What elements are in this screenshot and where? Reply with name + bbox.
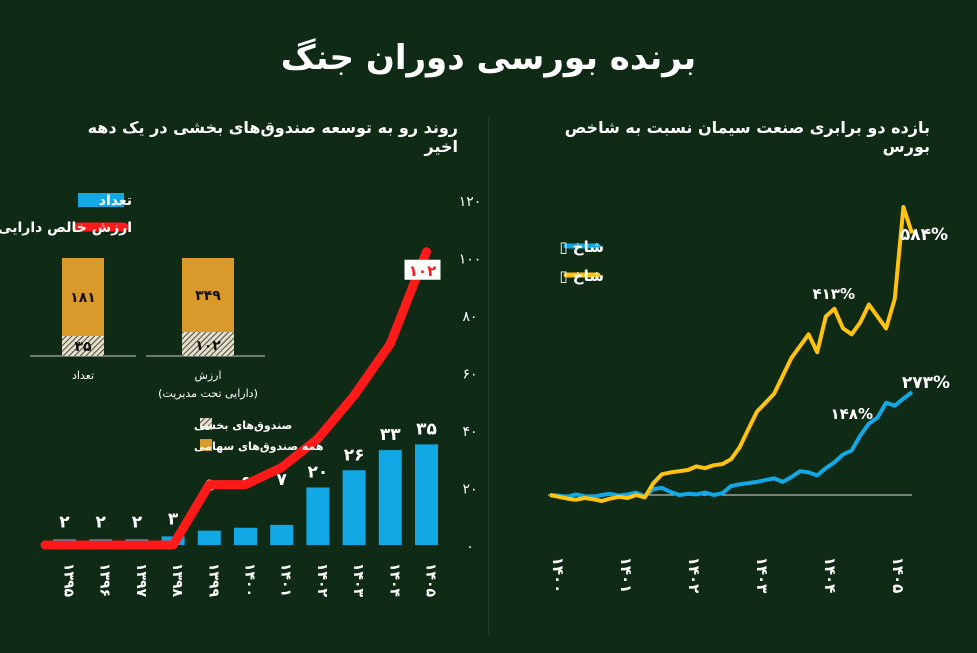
bar-4: [197, 530, 221, 545]
y-tick-label: ۸۰: [462, 309, 477, 325]
inset-legend-total-swatch: [200, 439, 212, 451]
inset-legend-sector-swatch: [200, 418, 212, 430]
x-tick-label: ۱۴۰۱: [617, 557, 635, 594]
y-tick-label: ۱۲۰: [459, 194, 482, 210]
cement-index-gold-line: [549, 205, 914, 503]
x-category-label: ۱۴۰۴: [386, 563, 402, 598]
bar-5: [234, 527, 257, 545]
legend-gold-label: شاخ ▯: [559, 267, 604, 285]
x-tick-label: ۱۴۰۳: [753, 557, 771, 594]
y-tick-label: ۲۰: [462, 482, 477, 498]
annotation-blue-mid: ۱۴۸%: [831, 405, 874, 423]
bar-value-label: ۲۰: [308, 463, 329, 483]
annotation-blue-end: ۲۷۳%: [902, 373, 950, 393]
panel-divider: [488, 115, 489, 635]
bar-value-label: ۲: [96, 512, 107, 532]
bar-value-label: ۳۳: [380, 425, 401, 445]
inset-count-total-value: ۱۸۱: [70, 290, 96, 306]
inset-count-total-bar: [62, 258, 104, 336]
bar-6: [270, 524, 294, 545]
x-category-label: ۱۴۰۲: [314, 563, 330, 598]
inset-legend-total-label: همه صندوق‌های سهامی: [194, 440, 323, 453]
x-category-label: ۱۴۰۵: [423, 563, 439, 598]
x-category-label: ۱۳۹۷: [133, 563, 149, 598]
bar-1: [89, 539, 113, 545]
annotation-gold-end: ۵۸۴%: [900, 225, 948, 245]
line-end-label-box: [404, 259, 441, 280]
inset-legend-sector-label: صندوق‌های بخشی: [194, 419, 292, 432]
bar-3: [161, 536, 185, 545]
bar-value-label: ۵: [204, 476, 214, 496]
x-category-label: ۱۴۰۳: [350, 563, 366, 598]
bar-9: [378, 450, 402, 545]
net-asset-value-line: [40, 247, 431, 550]
bar-value-label: ۷: [277, 470, 288, 490]
inset-value-sector-bar: [182, 332, 234, 356]
inset-count-label: تعداد: [72, 369, 94, 382]
bar-0: [53, 539, 76, 545]
cement-index-blue-line: [549, 390, 914, 499]
inset-value-sublabel: (دارایی تحت مدیریت): [158, 387, 258, 400]
x-category-label: ۱۳۹۹: [205, 563, 221, 598]
left-chart-title: روند رو به توسعه صندوق‌های بخشی در یک ده…: [87, 118, 458, 156]
x-tick-label: ۱۴۰۲: [685, 557, 703, 594]
annotation-gold-mid: ۴۱۳%: [813, 285, 856, 303]
bar-value-label: ۲: [59, 512, 70, 532]
inset-value-total-value: ۳۴۹: [195, 288, 221, 304]
bar-value-label: ۳۵: [416, 419, 437, 439]
inset-value-sector-value: ۱۰۲: [195, 338, 221, 354]
y-tick-label: ۴۰: [462, 424, 477, 440]
y-tick-label: ۱۰۰: [459, 252, 482, 268]
line-end-label: ۱۰۲: [409, 262, 436, 280]
bar-10: [415, 444, 438, 545]
x-category-label: ۱۳۹۶: [97, 563, 113, 597]
x-category-label: ۱۳۹۵: [61, 563, 77, 598]
bar-7: [306, 487, 330, 545]
x-tick-label: ۱۴۰۰: [549, 557, 567, 594]
inset-value-total-bar: [182, 258, 234, 332]
bar-8: [342, 470, 366, 545]
y-tick-label: ۶۰: [462, 367, 477, 383]
x-category-label: ۱۴۰۰: [242, 563, 258, 597]
inset-count-sector-bar: [62, 336, 104, 356]
y-tick-label: ۰: [466, 539, 474, 555]
x-category-label: ۱۳۹۸: [169, 563, 185, 598]
inset-count-sector-value: ۳۵: [74, 339, 92, 355]
bar-2: [125, 539, 149, 545]
bar-value-label: ۶: [240, 473, 250, 493]
legend-value-label: ارزش خالص دارایی (همت): [0, 220, 132, 236]
x-tick-label: ۱۴۰۴: [821, 557, 839, 594]
x-tick-label: ۱۴۰۵: [889, 557, 907, 594]
bar-value-label: ۲: [132, 512, 143, 532]
legend-count-label: تعداد: [99, 193, 132, 209]
inset-value-label: ارزش: [194, 369, 221, 382]
page-title: برنده بورسی دوران جنگ: [280, 38, 697, 78]
bar-value-label: ۲۶: [344, 445, 365, 465]
legend-blue-label: شاخ ▯: [559, 238, 604, 256]
right-chart-title: بازده دو برابری صنعت سیمان نسبت به شاخص …: [564, 118, 930, 156]
bar-value-label: ۳: [168, 509, 179, 529]
legend-count-swatch: [78, 193, 124, 207]
x-category-label: ۱۴۰۱: [278, 563, 294, 597]
